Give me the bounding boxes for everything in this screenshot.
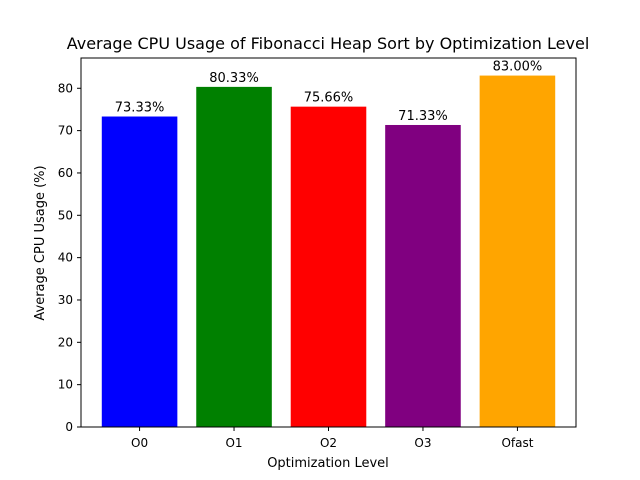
y-tick-label: 80: [58, 81, 73, 95]
bar-o2: [290, 106, 367, 427]
bar-o3: [385, 124, 461, 428]
data-labels-group: 73.33% 80.33% 75.66% 71.33% 83.00%: [115, 60, 542, 124]
x-tick-label-ofast: Ofast: [501, 436, 533, 450]
y-tick-label: 20: [58, 335, 73, 349]
bar-ofast: [479, 75, 556, 428]
y-tick-label: 60: [58, 166, 73, 180]
data-label-ofast: 83.00%: [493, 60, 543, 75]
y-tick-label: 0: [65, 420, 73, 434]
y-tick-label: 40: [58, 251, 73, 265]
bars-group: [101, 75, 556, 428]
data-label-o1: 80.33%: [209, 71, 259, 86]
x-axis: O0 O1 O2 O3 Ofast: [131, 427, 534, 450]
bar-o1: [196, 86, 272, 428]
x-tick-label-o0: O0: [131, 436, 148, 450]
x-tick-label-o1: O1: [225, 436, 242, 450]
x-axis-label: Optimization Level: [267, 456, 389, 471]
plot-area-frame: [80, 57, 577, 428]
data-label-o0: 73.33%: [115, 101, 165, 116]
y-axis-label: Average CPU Usage (%): [33, 165, 48, 320]
x-tick-label-o3: O3: [414, 436, 431, 450]
y-tick-label: 30: [58, 293, 73, 307]
chart-title: Average CPU Usage of Fibonacci Heap Sort…: [67, 34, 590, 53]
bar-o0: [101, 116, 178, 427]
data-label-o3: 71.33%: [398, 109, 448, 124]
y-tick-label: 50: [58, 208, 73, 222]
x-tick-label-o2: O2: [320, 436, 337, 450]
y-axis: 0 10 20 30 40 50 60 70 80: [58, 81, 81, 434]
y-tick-label: 70: [58, 124, 73, 138]
data-label-o2: 75.66%: [304, 91, 354, 106]
y-tick-label: 10: [58, 378, 73, 392]
